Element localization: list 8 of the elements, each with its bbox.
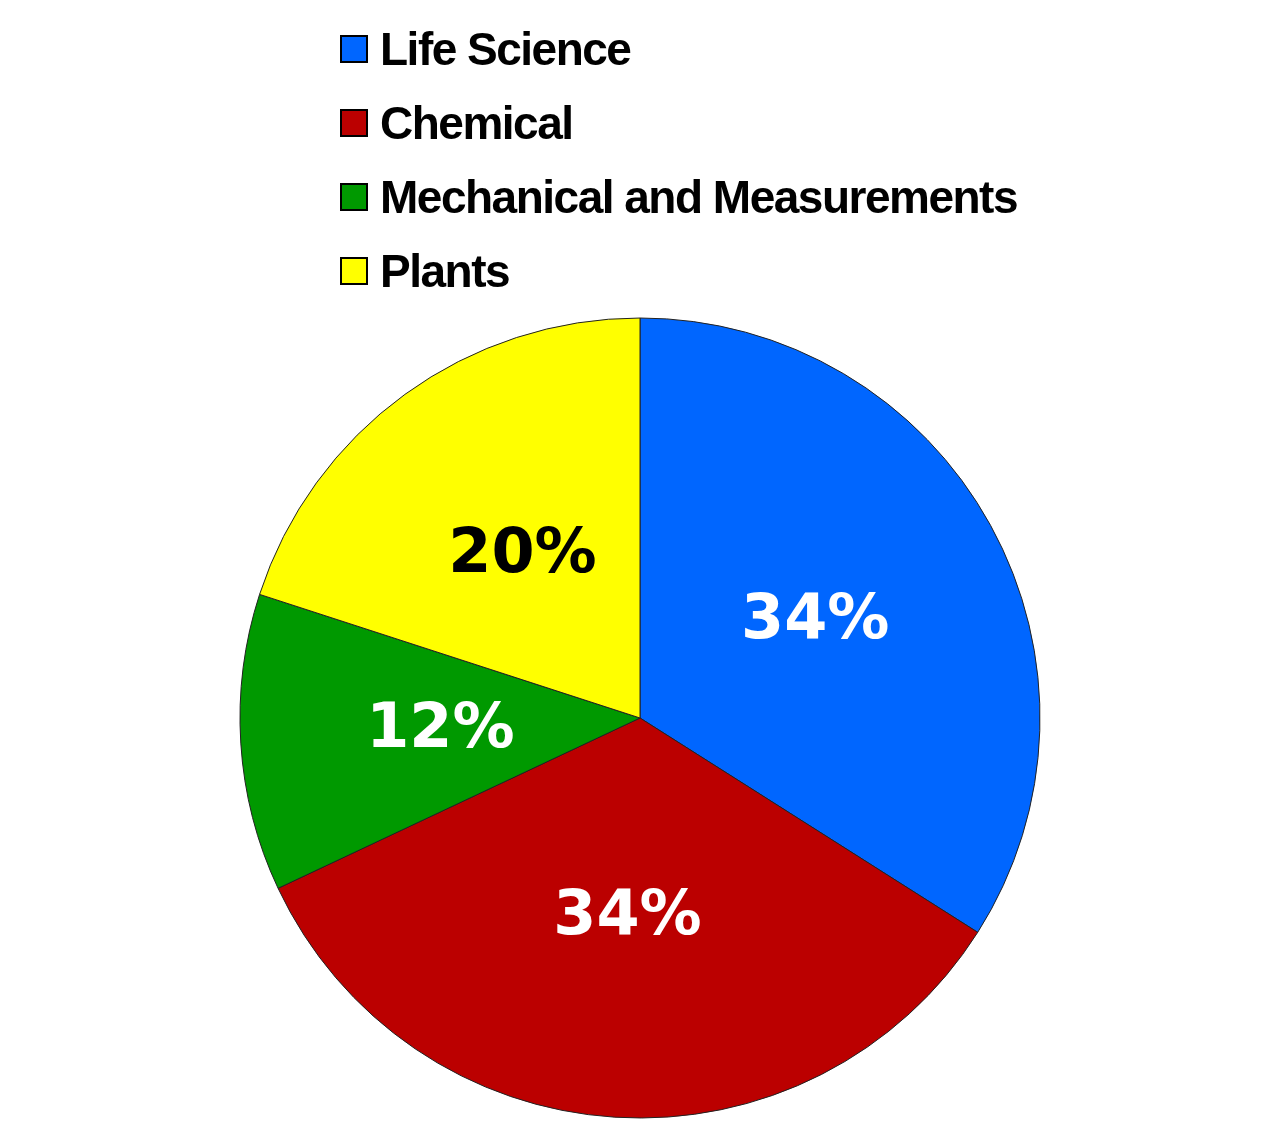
data-label: 12%: [366, 688, 515, 762]
data-label: 34%: [553, 875, 702, 949]
data-label: 20%: [448, 514, 597, 588]
legend-label: Plants: [380, 244, 510, 299]
legend-label: Mechanical and Measurements: [380, 170, 1017, 225]
data-label: 34%: [741, 579, 890, 653]
legend-label: Life Science: [380, 22, 631, 77]
legend-label: Chemical: [380, 96, 573, 151]
